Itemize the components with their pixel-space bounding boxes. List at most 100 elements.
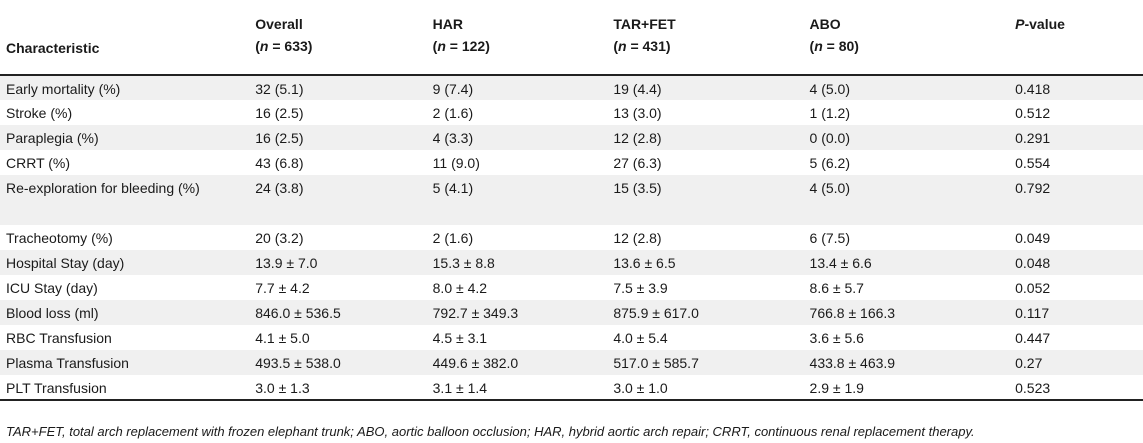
row-label: Re-exploration for bleeding (%) bbox=[6, 180, 200, 196]
table-cell: 1 (1.2) bbox=[809, 105, 851, 121]
table-cell: 2 (1.6) bbox=[432, 105, 474, 121]
header-abo: ABO (n = 80) bbox=[803, 0, 1010, 76]
table-cell: 4 (5.0) bbox=[809, 180, 851, 196]
header-title: Overall bbox=[255, 16, 303, 32]
header-row: Characteristic Overall (n = 633) HAR (n = … bbox=[0, 0, 1143, 76]
table-row: CRRT (%) 43 (6.8) 11 (9.0) 27 (6.3) 5 (6.2) 0… bbox=[0, 150, 1143, 175]
table-cell: 16 (2.5) bbox=[255, 130, 304, 146]
table-cell: 0.523 bbox=[1009, 375, 1143, 401]
table-row: PLT Transfusion 3.0 ± 1.3 3.1 ± 1.4 3.0 ± 1… bbox=[0, 375, 1143, 401]
table-cell: 3.6 ± 5.6 bbox=[809, 330, 864, 346]
table-cell: 766.8 ± 166.3 bbox=[809, 305, 896, 321]
table-cell: 9 (7.4) bbox=[432, 81, 474, 97]
table-cell: 24 (3.8) bbox=[255, 180, 304, 196]
header-title: Characteristic bbox=[6, 40, 100, 56]
header-overall: Overall (n = 633) bbox=[249, 0, 427, 76]
table-cell: 2.9 ± 1.9 bbox=[803, 375, 1010, 401]
table-cell: 0.052 bbox=[1015, 280, 1051, 296]
table-cell: 4 (5.0) bbox=[809, 81, 851, 97]
table-row: Hospital Stay (day) 13.9 ± 7.0 15.3 ± 8.8 1… bbox=[0, 250, 1143, 275]
table-cell: 3.0 ± 1.3 bbox=[249, 375, 427, 401]
table-cell: 493.5 ± 538.0 bbox=[255, 355, 341, 371]
row-label: Early mortality (%) bbox=[6, 81, 121, 97]
table-cell: 792.7 ± 349.3 bbox=[432, 305, 519, 321]
table-cell: 12 (2.8) bbox=[613, 130, 662, 146]
table-cell: 32 (5.1) bbox=[255, 81, 304, 97]
table-cell: 3.1 ± 1.4 bbox=[426, 375, 608, 401]
header-n: (n = 80) bbox=[809, 38, 859, 54]
table-cell: 875.9 ± 617.0 bbox=[613, 305, 699, 321]
table-cell: 433.8 ± 463.9 bbox=[809, 355, 896, 371]
table-cell: 0.117 bbox=[1015, 305, 1050, 321]
table-cell: 19 (4.4) bbox=[613, 81, 662, 97]
table-cell: 15 (3.5) bbox=[613, 180, 662, 196]
table-cell: 16 (2.5) bbox=[255, 105, 304, 121]
header-n: (n = 633) bbox=[255, 38, 313, 54]
row-label: CRRT (%) bbox=[6, 155, 71, 171]
header-title: TAR+FET bbox=[613, 16, 676, 32]
header-tar-fet: TAR+FET (n = 431) bbox=[607, 0, 804, 76]
table-cell: 13 (3.0) bbox=[613, 105, 662, 121]
table-cell: 0.512 bbox=[1015, 105, 1051, 121]
table-cell: 13.9 ± 7.0 bbox=[255, 255, 318, 271]
table-cell: 2 (1.6) bbox=[432, 230, 474, 246]
table-cell: 13.6 ± 6.5 bbox=[613, 255, 676, 271]
table-row: Stroke (%) 16 (2.5) 2 (1.6) 13 (3.0) 1 (1.2)… bbox=[0, 100, 1143, 125]
outcomes-table: Characteristic Overall (n = 633) HAR (n = … bbox=[0, 0, 1143, 401]
row-label: Blood loss (ml) bbox=[6, 305, 99, 321]
table-row: ICU Stay (day) 7.7 ± 4.2 8.0 ± 4.2 7.5 ± 3.… bbox=[0, 275, 1143, 300]
table-cell: 43 (6.8) bbox=[255, 155, 304, 171]
row-label: Plasma Transfusion bbox=[6, 355, 129, 371]
table-row: Plasma Transfusion 493.5 ± 538.0 449.6 ± 3… bbox=[0, 350, 1143, 375]
table-row: RBC Transfusion 4.1 ± 5.0 4.5 ± 3.1 4.0 ± 5… bbox=[0, 325, 1143, 350]
row-label: Stroke (%) bbox=[6, 105, 73, 121]
table-row: Re-exploration for bleeding (%) 24 (3.8) 5… bbox=[0, 175, 1143, 225]
header-p-value: P-value bbox=[1009, 0, 1143, 76]
table-cell: 449.6 ± 382.0 bbox=[432, 355, 519, 371]
header-characteristic: Characteristic bbox=[0, 0, 250, 76]
table-cell: 0.291 bbox=[1015, 130, 1051, 146]
table-cell: 7.7 ± 4.2 bbox=[255, 280, 310, 296]
table-cell: 8.0 ± 4.2 bbox=[432, 280, 488, 296]
table-cell: 13.4 ± 6.6 bbox=[809, 255, 872, 271]
table-cell: 4 (3.3) bbox=[432, 130, 474, 146]
table-cell: 8.6 ± 5.7 bbox=[809, 280, 864, 296]
table-cell: 0.447 bbox=[1015, 330, 1051, 346]
header-title: P-value bbox=[1015, 16, 1065, 32]
table-cell: 4.1 ± 5.0 bbox=[255, 330, 310, 346]
table-body: Early mortality (%) 32 (5.1) 9 (7.4) 19 (4.… bbox=[0, 75, 1143, 401]
table-cell: 0.049 bbox=[1015, 230, 1051, 246]
table-cell: 5 (4.1) bbox=[432, 180, 474, 196]
row-label: Tracheotomy (%) bbox=[6, 230, 113, 246]
row-label: RBC Transfusion bbox=[6, 330, 112, 346]
row-label: Paraplegia (%) bbox=[6, 130, 99, 146]
table-cell: 0.048 bbox=[1015, 255, 1051, 271]
table-row: Blood loss (ml) 846.0 ± 536.5 792.7 ± 349.… bbox=[0, 300, 1143, 325]
row-label: Hospital Stay (day) bbox=[6, 255, 125, 271]
row-label: PLT Transfusion bbox=[0, 375, 250, 401]
table-row: Early mortality (%) 32 (5.1) 9 (7.4) 19 (4.… bbox=[0, 75, 1143, 100]
table-cell: 846.0 ± 536.5 bbox=[255, 305, 341, 321]
header-title: HAR bbox=[432, 16, 463, 32]
table-cell: 7.5 ± 3.9 bbox=[613, 280, 668, 296]
header-n: (n = 431) bbox=[613, 38, 671, 54]
table-cell: 0 (0.0) bbox=[809, 130, 851, 146]
table-cell: 0.792 bbox=[1015, 180, 1051, 196]
table-cell: 0.554 bbox=[1015, 155, 1051, 171]
table-cell: 0.27 bbox=[1015, 355, 1043, 371]
table-cell: 6 (7.5) bbox=[809, 230, 851, 246]
table-row: Tracheotomy (%) 20 (3.2) 2 (1.6) 12 (2.8) 6 … bbox=[0, 225, 1143, 250]
table-cell: 15.3 ± 8.8 bbox=[432, 255, 495, 271]
table-footnote: TAR+FET, total arch replacement with fro… bbox=[6, 424, 975, 439]
table-cell: 27 (6.3) bbox=[613, 155, 662, 171]
table-row: Paraplegia (%) 16 (2.5) 4 (3.3) 12 (2.8) 0 (… bbox=[0, 125, 1143, 150]
table-cell: 20 (3.2) bbox=[255, 230, 304, 246]
table-cell: 0.418 bbox=[1015, 81, 1051, 97]
header-n: (n = 122) bbox=[432, 38, 490, 54]
table-cell: 3.0 ± 1.0 bbox=[607, 375, 804, 401]
header-title: ABO bbox=[809, 16, 841, 32]
row-label: ICU Stay (day) bbox=[6, 280, 98, 296]
table-cell: 517.0 ± 585.7 bbox=[613, 355, 699, 371]
table-cell: 12 (2.8) bbox=[613, 230, 662, 246]
